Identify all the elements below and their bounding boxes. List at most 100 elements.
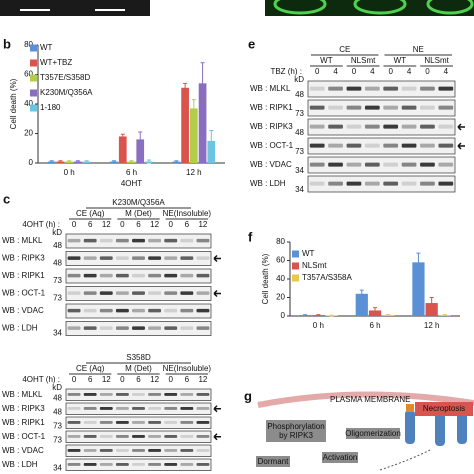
- kd-marker: 48: [53, 241, 62, 250]
- row-label: WB : RIPK3: [250, 122, 293, 131]
- band: [132, 463, 145, 466]
- band: [115, 435, 129, 438]
- band: [309, 105, 325, 110]
- error-bar: [146, 159, 151, 164]
- scale-bar: [20, 9, 50, 11]
- blot-box: [65, 388, 212, 401]
- band: [328, 162, 343, 167]
- band: [364, 86, 380, 91]
- band: [99, 273, 113, 278]
- band: [309, 124, 325, 129]
- row-label: WB : LDH: [2, 324, 38, 333]
- lane-label: 12: [198, 220, 207, 229]
- legend-swatch: [292, 250, 299, 258]
- blot-title: K230M/Q356A: [112, 198, 165, 207]
- band: [164, 407, 178, 410]
- band: [438, 162, 454, 167]
- y-tick-label: 20: [276, 293, 285, 302]
- error-bar: [58, 160, 63, 163]
- row-label: WB : OCT-1: [250, 141, 294, 150]
- kd-marker: 48: [295, 128, 304, 137]
- bar: [355, 293, 368, 316]
- panel-label: e: [248, 36, 255, 51]
- step-box: [256, 456, 290, 467]
- panel-label: c: [3, 191, 10, 206]
- y-tick-label: 60: [276, 256, 285, 265]
- legend-swatch: [30, 74, 37, 82]
- lane-label: 12: [150, 375, 159, 384]
- error-bar: [183, 82, 188, 93]
- band: [115, 256, 129, 260]
- error-bar: [112, 160, 117, 163]
- lane-label: 6: [136, 375, 141, 384]
- band: [346, 143, 362, 148]
- y-tick-label: 0: [29, 158, 34, 167]
- kd-marker: 34: [295, 185, 304, 194]
- bar: [136, 139, 145, 163]
- band: [196, 273, 210, 278]
- band: [132, 308, 145, 313]
- band: [115, 393, 129, 396]
- bar: [198, 83, 207, 163]
- bar: [181, 87, 189, 163]
- band: [196, 393, 210, 396]
- legend-swatch: [30, 59, 37, 67]
- band: [438, 124, 454, 129]
- row-label: WB : RIPK1: [2, 418, 45, 427]
- row-label: WB : VDAC: [2, 446, 44, 455]
- band: [83, 326, 97, 330]
- y-tick-label: 20: [24, 129, 33, 138]
- row-label: WB : VDAC: [250, 160, 292, 169]
- band: [148, 449, 162, 452]
- time-label: 4OHT (h) :: [22, 220, 60, 229]
- step-label: Oligomerization: [345, 429, 401, 438]
- band: [180, 256, 194, 260]
- y-axis-label: Cell death (%): [9, 78, 18, 129]
- step-label: by RIPK3: [279, 431, 313, 440]
- step-label: Phosphorylation: [267, 422, 324, 431]
- blot-box: [307, 156, 456, 174]
- band: [401, 124, 417, 129]
- scale-bar: [95, 9, 125, 11]
- error-bar: [416, 252, 421, 273]
- band: [83, 238, 97, 243]
- band: [115, 421, 129, 424]
- band: [148, 393, 162, 396]
- kd-marker: 73: [53, 422, 62, 431]
- bar: [425, 303, 438, 316]
- band: [99, 449, 113, 452]
- band: [67, 273, 81, 278]
- band: [83, 435, 97, 438]
- error-bar: [75, 160, 80, 163]
- blot-box: [65, 458, 212, 471]
- step-box: [322, 452, 358, 463]
- band: [115, 273, 129, 278]
- lane-label: 0: [168, 375, 173, 384]
- y-axis-label: Cell death (%): [261, 253, 270, 304]
- band: [346, 105, 362, 110]
- error-bar: [316, 314, 321, 317]
- band: [67, 238, 81, 243]
- band: [132, 435, 145, 438]
- band: [67, 407, 81, 410]
- blot-box: [307, 80, 456, 98]
- band: [115, 326, 129, 330]
- band: [164, 435, 178, 438]
- band: [180, 308, 194, 313]
- error-bar: [442, 314, 447, 317]
- band: [164, 308, 178, 313]
- x-axis-label: 4OHT: [121, 179, 142, 188]
- band: [401, 105, 417, 110]
- band: [383, 86, 399, 91]
- band: [115, 291, 129, 295]
- step-box: [346, 428, 400, 439]
- band: [132, 407, 145, 410]
- kd-marker: 73: [53, 436, 62, 445]
- error-bar: [138, 131, 143, 148]
- time-label: 4OHT (h) :: [22, 375, 60, 384]
- row-label: WB : MLKL: [2, 236, 43, 245]
- lane-label: 12: [102, 375, 111, 384]
- band: [196, 463, 210, 466]
- error-bar: [209, 130, 214, 152]
